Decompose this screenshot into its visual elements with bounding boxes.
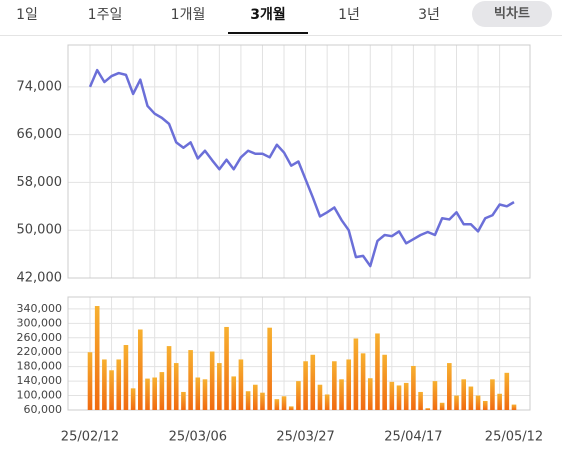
y-tick-label: 300,000 — [17, 316, 63, 329]
y-tick-label: 66,000 — [17, 127, 63, 142]
tab[interactable]: 1개월 — [171, 7, 206, 23]
volume-bar — [94, 306, 100, 410]
volume-bar — [138, 329, 143, 410]
volume-bar — [130, 388, 136, 410]
volume-bar — [181, 391, 186, 410]
big-chart-button[interactable] — [472, 1, 552, 27]
volume-bar — [281, 396, 287, 410]
volume-bar — [317, 384, 323, 410]
y-tick-label: 260,000 — [17, 331, 63, 344]
plot-frame — [67, 44, 531, 279]
volume-bar — [303, 361, 308, 410]
big-chart-label[interactable]: 빅차트 — [494, 6, 530, 22]
volume-bar — [468, 386, 474, 410]
volume-bar — [202, 379, 208, 410]
volume-bar — [224, 326, 229, 410]
volume-bar — [188, 350, 193, 410]
volume-bar — [274, 399, 280, 410]
volume-bar — [109, 370, 114, 410]
tab[interactable]: 3년 — [418, 7, 440, 23]
volume-bar — [195, 377, 201, 410]
tab[interactable]: 1년 — [338, 7, 360, 23]
volume-bar — [159, 372, 165, 410]
volume-bar — [382, 354, 387, 410]
volume-bar — [267, 327, 272, 410]
tab[interactable]: 1일 — [16, 7, 38, 23]
price-line — [88, 68, 515, 268]
y-tick-label: 140,000 — [17, 374, 63, 387]
x-tick-label: 25/05/12 — [485, 430, 543, 445]
volume-bar — [152, 377, 157, 410]
volume-bar — [411, 365, 416, 410]
volume-bar — [360, 353, 366, 410]
volume-bar — [145, 378, 150, 410]
volume-bar — [418, 391, 423, 410]
volume-bar — [260, 392, 265, 410]
volume-bar — [238, 359, 244, 410]
volume-bar — [497, 393, 502, 410]
volume-bar — [339, 379, 344, 410]
volume-bar — [454, 395, 459, 410]
volume-bar — [425, 408, 431, 410]
volume-bar — [116, 359, 122, 410]
volume-bar — [245, 391, 251, 410]
volume-bar — [389, 381, 395, 410]
volume-bar — [87, 352, 93, 410]
volume-bar — [461, 379, 466, 410]
volume-bar — [439, 402, 445, 410]
volume-bar — [511, 404, 517, 410]
volume-bar — [102, 359, 107, 410]
y-tick-label: 74,000 — [17, 79, 63, 94]
volume-bar — [353, 338, 359, 410]
x-tick-label: 25/04/17 — [384, 430, 442, 445]
volume-bar — [346, 359, 352, 410]
volume-bar — [209, 351, 215, 410]
y-tick-label: 180,000 — [17, 360, 63, 373]
x-tick-label: 25/03/27 — [276, 430, 334, 445]
tab[interactable]: 1주일 — [88, 7, 123, 23]
volume-bar — [217, 363, 222, 410]
volume-bar — [432, 381, 438, 410]
volume-bar — [375, 333, 380, 410]
volume-bar — [123, 345, 129, 410]
volume-bar — [490, 379, 495, 410]
y-tick-label: 340,000 — [17, 302, 63, 315]
volume-bar — [504, 372, 510, 410]
x-tick-label: 25/02/12 — [61, 430, 119, 445]
volume-bar — [482, 400, 488, 410]
volume-bar — [231, 376, 237, 410]
y-tick-label: 42,000 — [17, 271, 63, 286]
y-tick-label: 50,000 — [17, 223, 63, 238]
volume-bar — [324, 394, 330, 410]
volume-bar — [173, 363, 179, 410]
volume-bar — [396, 385, 402, 410]
volume-bar — [367, 378, 373, 410]
y-tick-label: 220,000 — [17, 345, 63, 358]
volume-bar — [296, 381, 301, 410]
volume-bar — [252, 384, 258, 410]
volume-bar — [288, 406, 294, 410]
volume-bar — [310, 354, 316, 410]
tab-active[interactable]: 3개월 — [250, 6, 286, 23]
y-tick-label: 60,000 — [24, 403, 63, 416]
tab-bar — [0, 0, 562, 36]
x-tick-label: 25/03/06 — [169, 430, 227, 445]
y-tick-label: 58,000 — [17, 175, 63, 190]
y-tick-label: 100,000 — [17, 389, 63, 402]
volume-bar — [332, 361, 337, 410]
volume-bar — [447, 363, 452, 410]
volume-bar — [403, 382, 409, 410]
volume-bar — [166, 346, 172, 410]
volume-bar — [475, 395, 481, 410]
